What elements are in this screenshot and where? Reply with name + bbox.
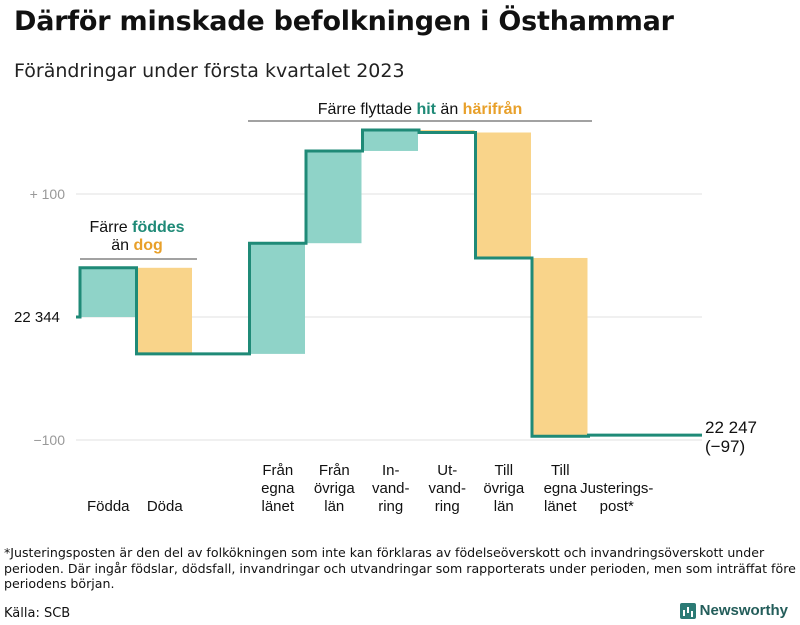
x-category-label: Till	[551, 462, 570, 479]
chart-subtitle: Förändringar under första kvartalet 2023	[14, 60, 405, 82]
bar-chart-icon	[679, 602, 696, 619]
bar	[307, 150, 362, 244]
births-annotation-prefix: Färre	[89, 219, 132, 236]
moves-annotation-prefix: Färre flyttade	[318, 101, 417, 118]
running-total-line	[76, 128, 702, 438]
x-category-label: egna	[261, 480, 295, 497]
footnote: *Justeringsposten är den del av folkökni…	[4, 545, 796, 591]
x-axis-labels: Födda DödaFrånegnalänetFrånövrigalänIn-va…	[87, 462, 653, 515]
x-category-label: Ut-	[437, 462, 457, 479]
x-category-label: vand-	[372, 480, 410, 497]
x-category-label: Från	[262, 462, 293, 479]
births-annotation: Färre föddes	[89, 219, 184, 236]
moves-annotation: Färre flyttade hit än härifrån	[318, 100, 523, 118]
x-category-label: Döda	[147, 498, 184, 515]
moves-annotation-highlight-hit: hit	[416, 101, 436, 118]
end-value: 22 247	[705, 418, 757, 437]
source: Källa: SCB	[4, 606, 71, 621]
bar	[137, 267, 192, 354]
x-category-label: egna	[544, 480, 578, 497]
x-category-label: Från	[319, 462, 350, 479]
brand-name: Newsworthy	[699, 602, 788, 619]
x-category-label: Födda	[87, 498, 130, 515]
moves-annotation-highlight-harifran: härifrån	[463, 100, 523, 118]
births-annotation-line2-prefix: än	[111, 237, 133, 254]
bar	[81, 267, 136, 317]
start-value: 22 344	[14, 309, 60, 326]
x-category-label: In-	[382, 462, 400, 479]
waterfall-chart: + 100−100 Födda DödaFrånegnalänetFrånövri…	[14, 100, 757, 515]
chart-title: Därför minskade befolkningen i Östhammar	[14, 6, 674, 37]
end-value-label: 22 247 (−97)	[705, 418, 757, 456]
x-category-label: län	[494, 498, 514, 515]
births-annotation-line2: än dog	[111, 237, 163, 254]
brand-logo: Newsworthy	[679, 602, 788, 619]
x-category-label: län	[324, 498, 344, 515]
x-category-label: ring	[378, 498, 403, 515]
x-category-label: länet	[544, 498, 577, 515]
x-category-label: post*	[600, 498, 634, 515]
y-tick-label: −100	[33, 432, 65, 448]
x-category-label: länet	[261, 498, 294, 515]
y-axis-labels: + 100 −100	[30, 186, 66, 448]
x-category-label: vand-	[428, 480, 466, 497]
births-annotation-highlight-fodde: föddes	[132, 219, 185, 236]
bar	[250, 243, 305, 354]
x-category-label: övriga	[314, 480, 356, 497]
x-category-label: övriga	[483, 480, 525, 497]
births-annotation-highlight-dog: dog	[133, 237, 162, 254]
x-category-label: Till	[494, 462, 513, 479]
bars	[81, 130, 644, 437]
moves-annotation-middle: än	[436, 101, 463, 118]
y-tick-label: + 100	[30, 186, 66, 202]
bar	[476, 132, 531, 258]
bar	[533, 257, 588, 437]
bar	[363, 130, 418, 151]
end-change: (−97)	[705, 437, 745, 456]
x-category-label: Justerings-	[580, 480, 653, 497]
x-category-label: ring	[435, 498, 460, 515]
annotations: Färre föddes än dog Färre flyttade hit ä…	[80, 100, 592, 260]
